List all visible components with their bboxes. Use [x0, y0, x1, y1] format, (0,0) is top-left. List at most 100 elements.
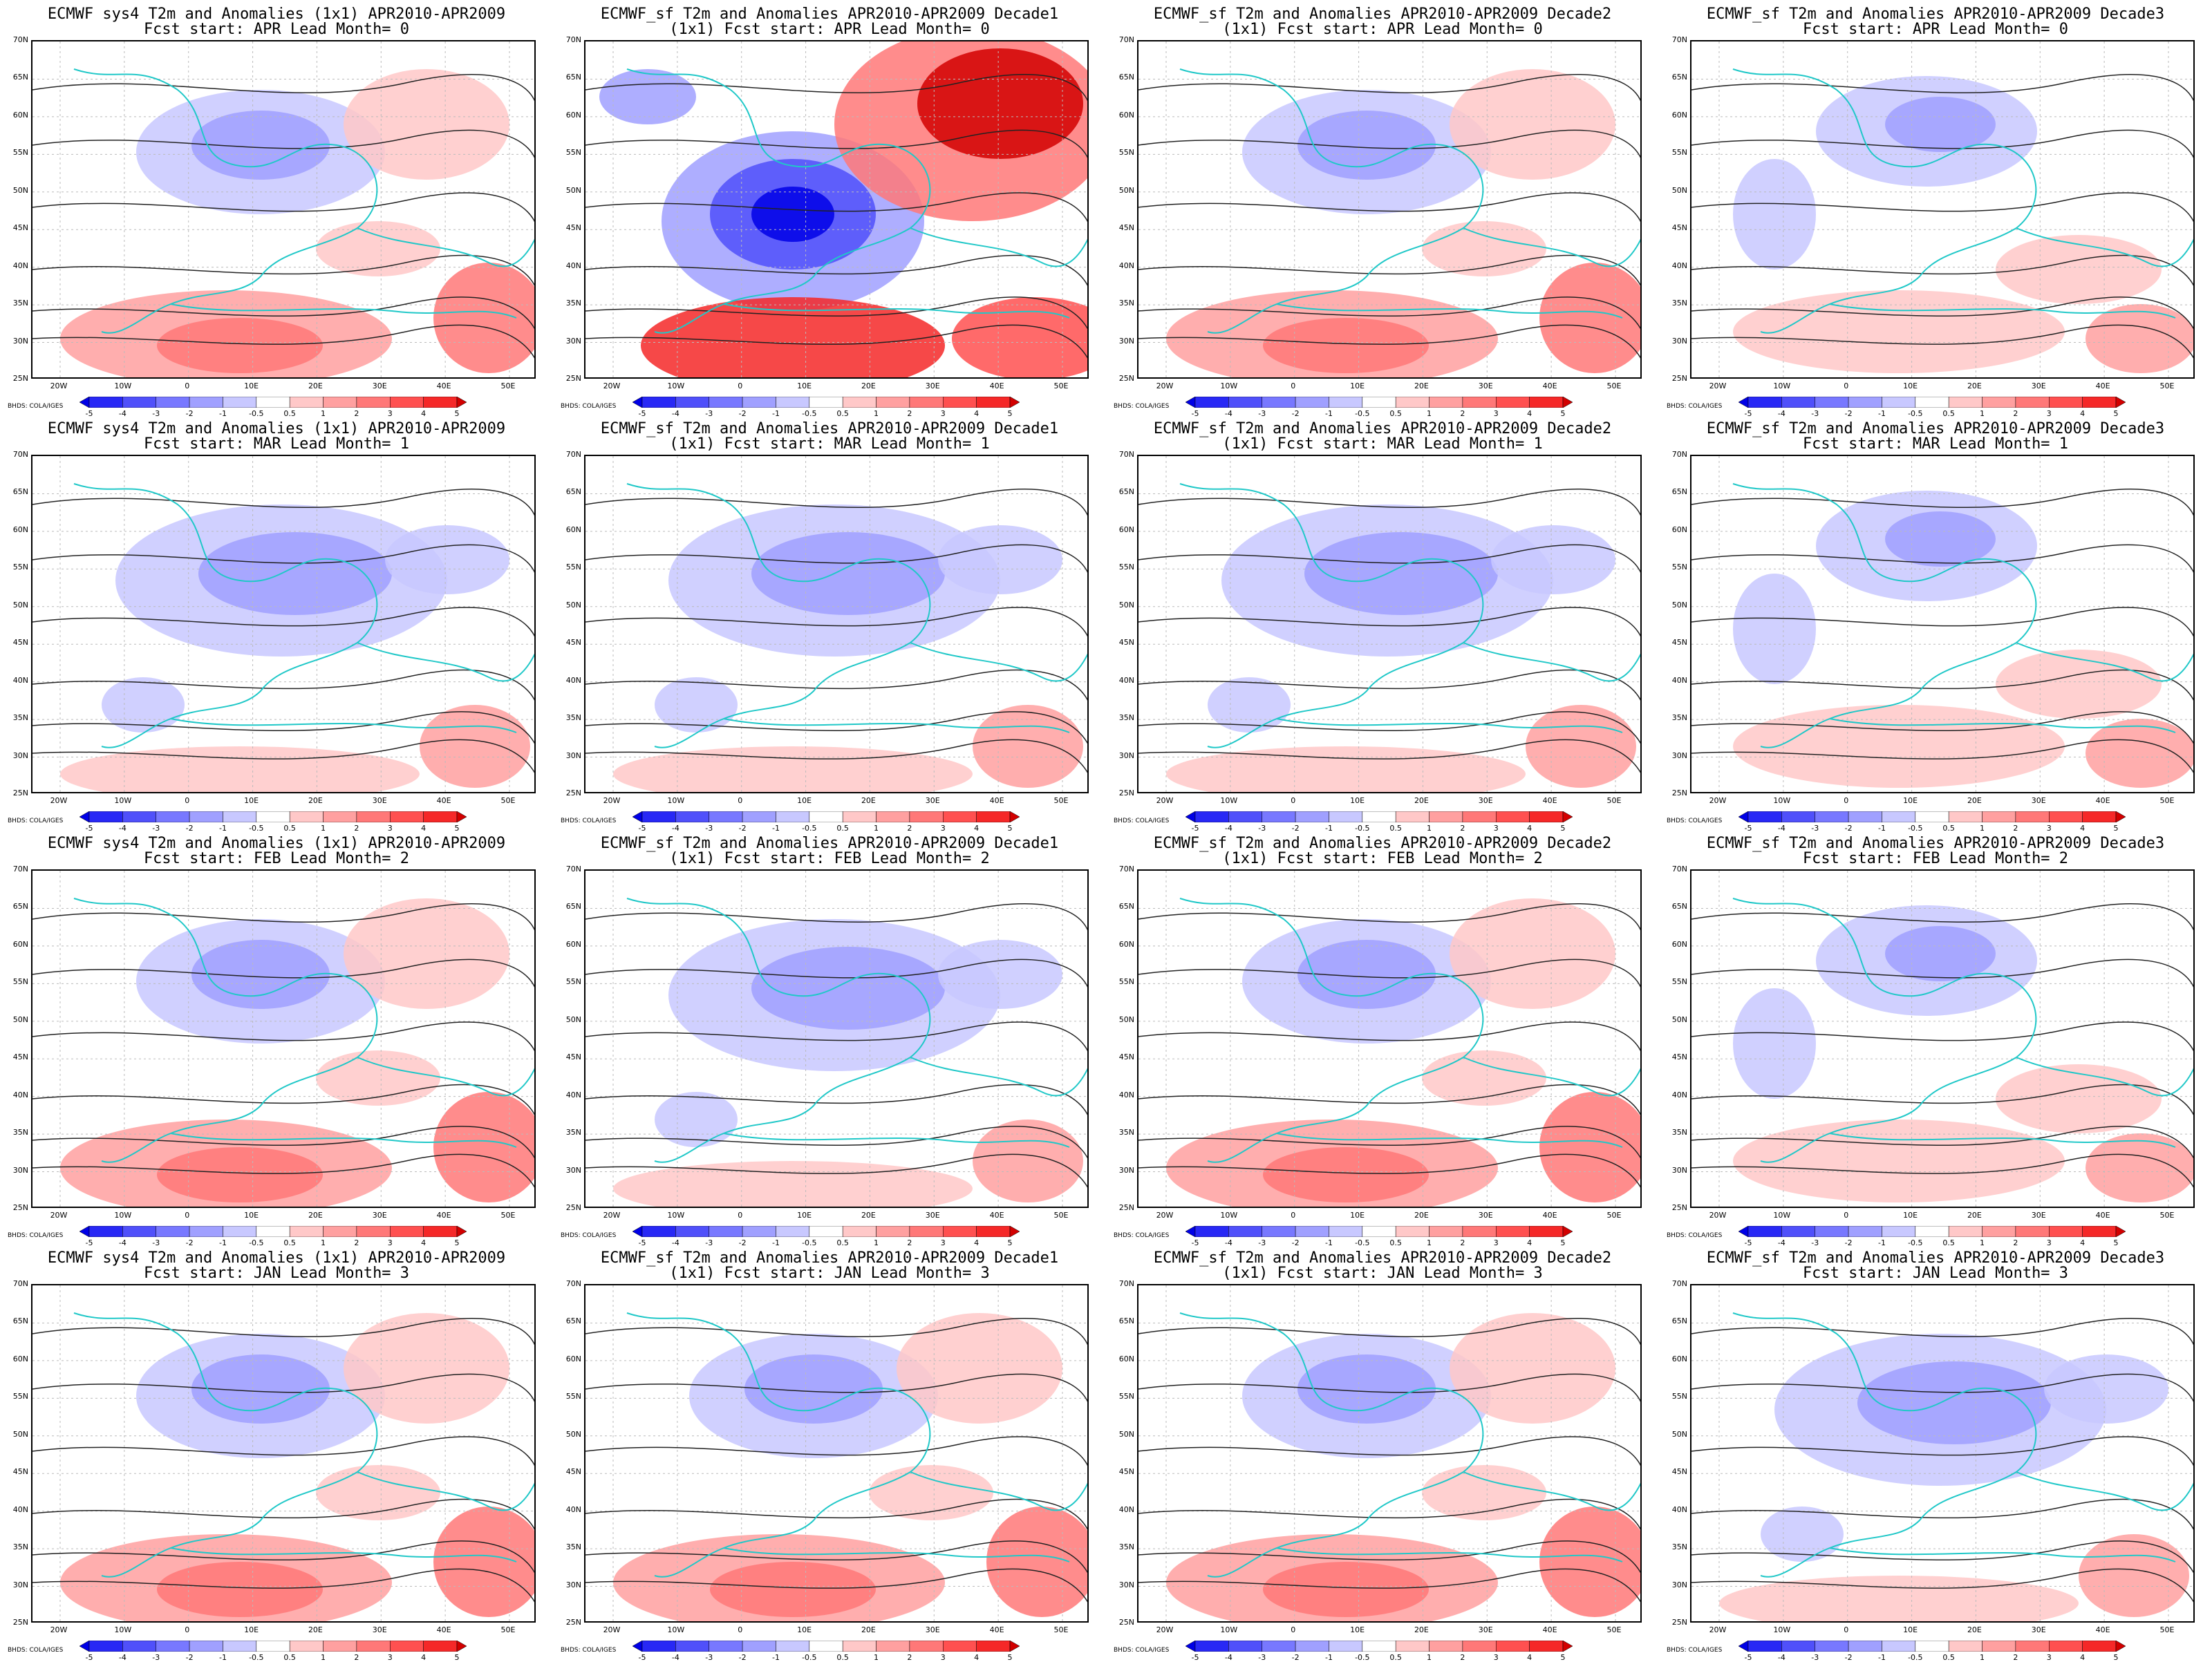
panel-title: ECMWF_sf T2m and Anomalies APR2010-APR20… [1153, 1249, 1612, 1267]
colorbar-swatch [456, 397, 467, 408]
longitude-label: 30E [1478, 381, 1493, 390]
colorbar-swatch [289, 397, 324, 408]
colorbar-label: 0.5 [836, 1653, 849, 1662]
coastline [1732, 68, 2193, 334]
colorbar [632, 1641, 1020, 1652]
anomaly-field [1691, 41, 2193, 377]
longitude-label: 20E [861, 1625, 876, 1634]
colorbar-swatch [2115, 1226, 2126, 1237]
colorbar-swatch [1781, 397, 1815, 408]
latitude-label: 50N [1118, 1429, 1134, 1439]
latitude-label: 70N [1118, 450, 1134, 459]
colorbar-swatch [1362, 1641, 1396, 1652]
colorbar-swatch [1429, 1641, 1463, 1652]
colorbar-label: -5 [1744, 824, 1752, 833]
colorbar-label: -5 [1744, 1653, 1752, 1662]
colorbar-label: -3 [1811, 409, 1819, 418]
anomaly-shading [973, 1120, 1083, 1202]
colorbar-swatch [1228, 811, 1262, 822]
latitude-label: 55N [565, 977, 581, 987]
anomaly-field [1691, 456, 2193, 792]
latitude-label: 50N [1118, 185, 1134, 195]
longitude-label: 50E [500, 796, 516, 805]
longitude-label: 0 [738, 381, 743, 390]
colorbar-svg [79, 397, 467, 408]
latitude-label: 35N [1671, 713, 1687, 723]
latitude-label: 50N [1118, 1014, 1134, 1024]
colorbar-label: -1 [218, 409, 227, 418]
colorbar-swatch [1982, 1226, 2016, 1237]
anomaly-shading [344, 1313, 509, 1424]
colorbar-swatch [1295, 1226, 1329, 1237]
anomaly-field [1691, 1285, 2193, 1621]
forecast-panel: ECMWF_sf T2m and Anomalies APR2010-APR20… [1109, 415, 1656, 833]
latitude-label: 50N [1118, 600, 1134, 610]
colorbar-label: -2 [185, 1653, 194, 1662]
colorbar-label: -4 [1777, 1653, 1785, 1662]
anomaly-shading [344, 69, 509, 180]
latitude-label: 40N [1671, 675, 1687, 685]
colorbar-swatch [1329, 1641, 1363, 1652]
colorbar-label: -3 [152, 824, 160, 833]
anomaly-shading [1885, 926, 1996, 981]
anomaly-shading [1761, 1507, 1844, 1562]
temperature-contour [32, 669, 534, 701]
coastline [73, 483, 534, 748]
colorbar-swatch [1738, 1226, 1749, 1237]
anomaly-shading [655, 677, 738, 733]
colorbar-swatch [423, 1226, 458, 1237]
colorbar-swatch [1815, 397, 1849, 408]
colorbar-label: 4 [974, 1653, 980, 1662]
colorbar-svg [79, 1226, 467, 1237]
latitude-label: 60N [1118, 525, 1134, 534]
longitude-label: 40E [436, 1211, 451, 1220]
temperature-contour [1138, 669, 1640, 701]
colorbar-label: -2 [1844, 824, 1853, 833]
anomaly-shading [1539, 1507, 1640, 1617]
longitude-label: 0 [185, 1625, 190, 1634]
colorbar-swatch [675, 811, 709, 822]
colorbar [632, 397, 1020, 408]
temperature-contour [32, 1153, 534, 1188]
longitude-label: 20E [1414, 381, 1429, 390]
colorbar-label: -2 [1291, 409, 1300, 418]
anomaly-shading [2086, 719, 2193, 788]
colorbar [1185, 1226, 1573, 1237]
longitude-label: 10W [1773, 1211, 1791, 1220]
longitude-label: 20W [1709, 796, 1727, 805]
panel-title: ECMWF_sf T2m and Anomalies APR2010-APR20… [1706, 6, 2165, 23]
colorbar-swatch [876, 811, 910, 822]
colorbar-swatch [1496, 1641, 1530, 1652]
temperature-contour [32, 1021, 534, 1052]
latitude-label: 60N [12, 110, 28, 120]
anomaly-shading [1304, 532, 1498, 615]
longitude-label: 20E [1967, 1625, 1982, 1634]
colorbar-swatch [1295, 1641, 1329, 1652]
panel-subtitle: Fcst start: FEB Lead Month= 2 [143, 850, 410, 867]
longitude-label: 20E [308, 796, 323, 805]
colorbar-swatch [632, 1641, 643, 1652]
anomaly-shading [613, 746, 973, 792]
latitude-label: 50N [12, 1429, 28, 1439]
anomaly-shading [1539, 263, 1640, 373]
temperature-contour [32, 192, 534, 223]
colorbar-label: 0.5 [836, 409, 849, 418]
panel-subtitle: Fcst start: MAR Lead Month= 1 [143, 435, 410, 453]
colorbar-label: 0.5 [1389, 1653, 1402, 1662]
latitude-label: 25N [565, 788, 581, 797]
credit-text: BHDS: COLA/IGES [561, 1232, 617, 1239]
colorbar-label: -5 [85, 1653, 93, 1662]
temperature-contour [32, 1568, 534, 1603]
colorbar-swatch [79, 1641, 90, 1652]
panel-subtitle: Fcst start: APR Lead Month= 0 [1802, 21, 2069, 38]
colorbar-label: 4 [1527, 1653, 1533, 1662]
colorbar-label: 2 [1460, 1653, 1465, 1662]
longitude-label: 10E [797, 381, 812, 390]
latitude-label: 70N [1671, 450, 1687, 459]
temperature-contour [1691, 1568, 2193, 1603]
temperature-contour [32, 903, 534, 931]
latitude-label: 70N [565, 450, 581, 459]
colorbar-swatch [976, 1226, 1011, 1237]
longitude-label: 40E [989, 1625, 1004, 1634]
